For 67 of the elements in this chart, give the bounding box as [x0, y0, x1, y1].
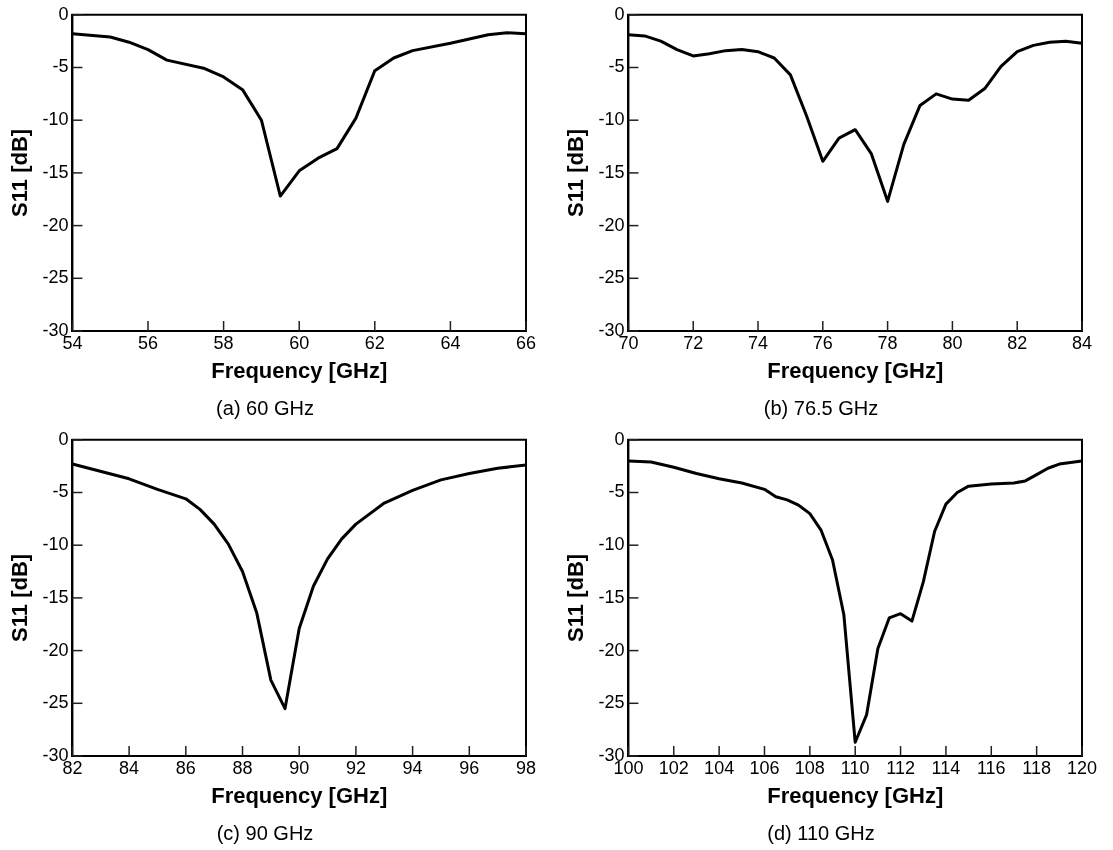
x-tick-label: 118 — [1022, 757, 1051, 778]
y-tick-label: -20 — [42, 214, 69, 235]
x-tick-label: 74 — [748, 332, 769, 353]
x-tick-label: 84 — [119, 757, 140, 778]
y-tick-label: -10 — [42, 534, 69, 555]
x-axis-title: Frequency [GHz] — [211, 782, 388, 808]
y-tick-label: -10 — [42, 109, 69, 130]
y-tick-label: -15 — [42, 586, 69, 607]
x-tick-label: 116 — [976, 757, 1006, 778]
y-tick-label: -15 — [598, 586, 625, 607]
x-tick-label: 114 — [931, 757, 961, 778]
y-tick-label: -25 — [42, 692, 69, 713]
x-tick-label: 76 — [812, 332, 833, 353]
x-tick-label: 56 — [138, 332, 159, 353]
text: (a) 60 GHz — [216, 396, 314, 419]
y-tick-label: -15 — [598, 161, 625, 182]
x-tick-label: 90 — [289, 757, 310, 778]
x-tick-label: 98 — [515, 757, 537, 778]
y-tick-label: -5 — [52, 481, 69, 502]
y-tick-label: -10 — [598, 109, 625, 130]
x-tick-label: 110 — [840, 757, 870, 778]
text: (d) 110 GHz — [767, 821, 875, 844]
x-tick-label: 62 — [364, 332, 385, 353]
x-tick-label: 72 — [683, 332, 704, 353]
x-tick-label: 86 — [175, 757, 196, 778]
y-axis-title: S11 [dB] — [563, 128, 589, 217]
x-tick-label: 80 — [942, 332, 963, 353]
x-axis-title: Frequency [GHz] — [767, 782, 944, 808]
y-tick-label: -5 — [608, 481, 625, 502]
y-tick-label: 0 — [58, 428, 69, 449]
y-tick-label: -10 — [598, 534, 625, 555]
x-tick-label: 64 — [440, 332, 461, 353]
x-tick-label: 66 — [515, 332, 537, 353]
y-tick-label: -5 — [52, 56, 69, 77]
y-axis-title: S11 [dB] — [563, 553, 589, 642]
x-tick-label: 60 — [289, 332, 310, 353]
x-tick-label: 92 — [345, 757, 366, 778]
x-tick-label: 102 — [658, 757, 689, 778]
x-tick-label: 78 — [877, 332, 898, 353]
y-tick-label: -15 — [42, 161, 69, 182]
x-axis-title: Frequency [GHz] — [211, 357, 388, 383]
y-tick-label: -20 — [598, 639, 625, 660]
text: (c) 90 GHz — [216, 821, 314, 844]
x-tick-label: 88 — [232, 757, 253, 778]
text: (b) 76.5 GHz — [763, 396, 879, 419]
y-tick-label: -20 — [42, 639, 69, 660]
x-tick-label: 106 — [749, 757, 780, 778]
x-tick-label: 58 — [213, 332, 234, 353]
y-tick-label: 0 — [58, 3, 69, 24]
y-tick-label: -25 — [598, 692, 625, 713]
x-tick-label: 84 — [1071, 332, 1093, 353]
y-axis-title: S11 [dB] — [7, 128, 33, 217]
x-tick-label: 112 — [886, 757, 915, 778]
y-tick-label: -20 — [598, 214, 625, 235]
x-tick-label: 94 — [402, 757, 423, 778]
y-tick-label: -25 — [598, 267, 625, 288]
x-axis-title: Frequency [GHz] — [767, 357, 944, 383]
x-tick-label: 120 — [1066, 757, 1098, 778]
x-tick-label: 104 — [704, 757, 735, 778]
y-tick-label: -25 — [42, 267, 69, 288]
x-tick-label: 108 — [794, 757, 825, 778]
y-tick-label: -5 — [608, 56, 625, 77]
y-tick-label: 0 — [614, 428, 625, 449]
x-tick-label: 96 — [459, 757, 480, 778]
y-tick-label: 0 — [614, 3, 625, 24]
y-axis-title: S11 [dB] — [7, 553, 33, 642]
x-tick-label: 82 — [1007, 332, 1028, 353]
